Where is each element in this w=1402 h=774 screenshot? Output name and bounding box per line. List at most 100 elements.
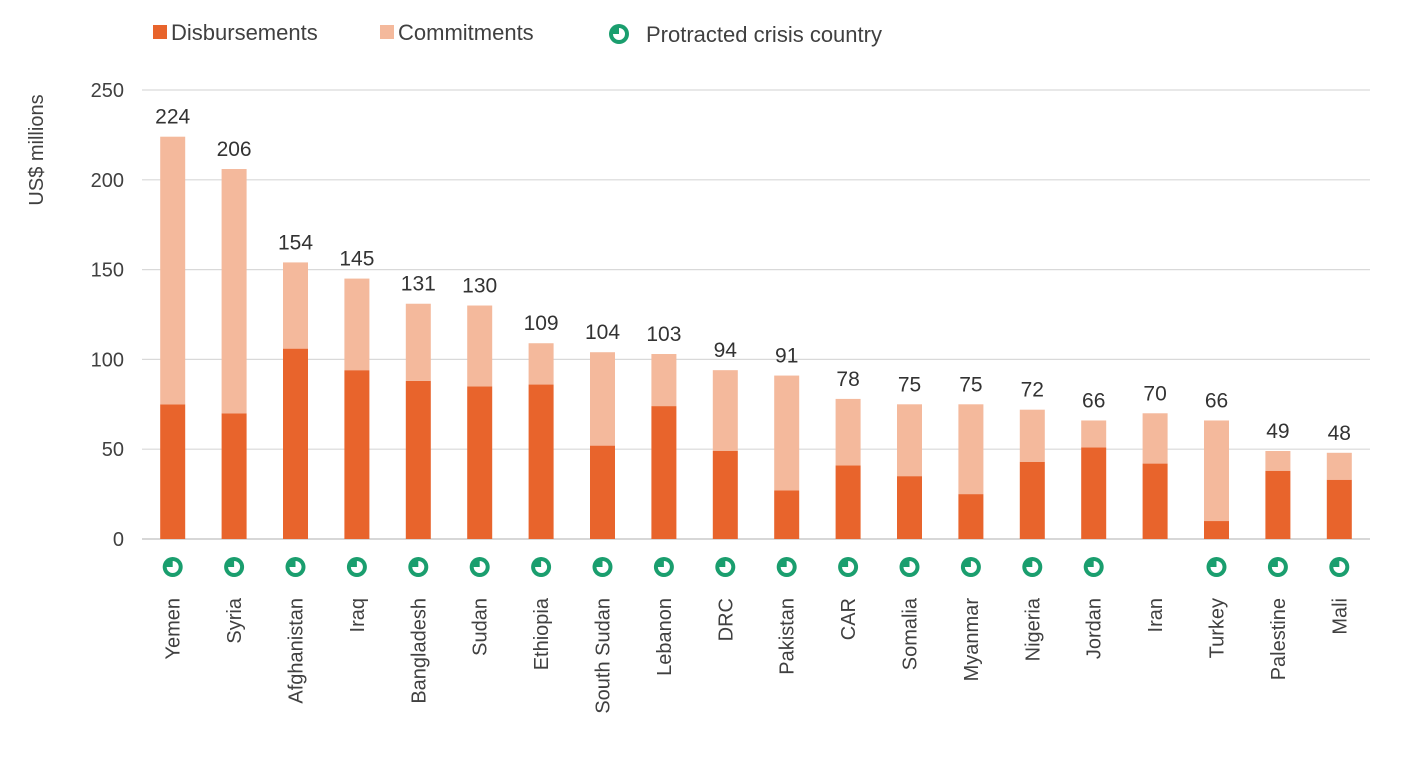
protracted-crisis-icon: [1267, 557, 1288, 577]
category-label: Pakistan: [777, 598, 799, 675]
bar-disbursements: [160, 404, 186, 539]
bar-commitments: [221, 169, 247, 414]
protracted-crisis-icon: [469, 557, 490, 577]
category-label: Yemen: [163, 598, 185, 660]
bar-disbursements: [651, 406, 677, 539]
protracted-crisis-icon: [1022, 557, 1043, 577]
value-label: 145: [339, 248, 374, 271]
bar-commitments: [590, 352, 615, 446]
bar-disbursements: [528, 384, 554, 539]
bar-disbursements: [835, 465, 861, 539]
value-label: 154: [278, 231, 313, 254]
bar-commitments: [1142, 413, 1168, 464]
category-label: Iraq: [347, 598, 369, 632]
bar-disbursements: [1081, 447, 1107, 539]
bar-commitments: [528, 343, 554, 385]
bar-commitments: [897, 404, 922, 477]
bar-commitments: [835, 398, 861, 466]
bar-commitments: [467, 305, 493, 387]
category-label: CAR: [838, 598, 860, 640]
bar-commitments: [344, 278, 370, 371]
value-label: 66: [1205, 389, 1228, 412]
crisis-icons: [162, 557, 1350, 577]
protracted-crisis-icon: [408, 557, 429, 577]
value-label: 131: [401, 273, 436, 296]
y-axis-label: US$ millions: [26, 94, 48, 205]
y-tick-label: 200: [91, 170, 124, 192]
bar-disbursements: [467, 386, 493, 539]
category-label: Mali: [1329, 598, 1351, 635]
bar-disbursements: [1019, 461, 1045, 539]
bar-disbursements: [958, 494, 984, 539]
value-label: 109: [524, 312, 559, 335]
bar-disbursements: [712, 450, 738, 539]
bar-commitments: [160, 136, 186, 405]
bar-commitments: [712, 370, 738, 451]
legend: Disbursements Commitments Protracted cri…: [153, 20, 882, 47]
protracted-crisis-icon: [609, 24, 629, 44]
bar-disbursements: [221, 413, 247, 539]
value-label: 48: [1328, 422, 1351, 445]
category-label: Lebanon: [654, 598, 676, 676]
category-label: Sudan: [470, 598, 492, 656]
bar-disbursements: [344, 370, 370, 539]
protracted-crisis-icon: [224, 557, 245, 577]
value-label: 206: [217, 138, 252, 161]
value-labels: 224 206 154 145 131 130 109 104 103 94 91 78 75 75 72 6…: [155, 106, 1351, 445]
legend-label-commitments: Commitments: [398, 20, 534, 45]
bar-commitments: [1204, 420, 1229, 522]
protracted-crisis-icon: [285, 557, 306, 577]
value-label: 130: [462, 275, 497, 298]
category-label: Jordan: [1084, 598, 1106, 659]
bar-commitments: [1265, 450, 1291, 471]
bar-commitments: [1019, 409, 1045, 462]
bar-disbursements: [774, 490, 800, 539]
protracted-crisis-icon: [531, 557, 552, 577]
protracted-crisis-icon: [1329, 557, 1350, 577]
bar-commitments: [1081, 420, 1107, 448]
category-label: Nigeria: [1022, 597, 1044, 661]
category-label: Myanmar: [961, 598, 983, 682]
value-label: 75: [959, 373, 982, 396]
bar-commitments: [1326, 452, 1352, 480]
category-label: Palestine: [1268, 598, 1290, 680]
value-label: 94: [714, 339, 738, 362]
value-label: 66: [1082, 389, 1105, 412]
value-label: 75: [898, 373, 921, 396]
value-label: 49: [1266, 420, 1289, 443]
category-label: Syria: [224, 597, 246, 643]
legend-swatch-disbursements: [153, 25, 167, 39]
value-label: 103: [646, 323, 681, 346]
legend-swatch-commitments: [380, 25, 394, 39]
protracted-crisis-icon: [960, 557, 981, 577]
protracted-crisis-icon: [1206, 557, 1227, 577]
bar-disbursements: [1326, 479, 1352, 539]
bars: [160, 136, 1352, 539]
bar-disbursements: [1142, 463, 1168, 539]
gridlines: [142, 89, 1370, 540]
protracted-crisis-icon: [838, 557, 859, 577]
value-label: 78: [836, 368, 859, 391]
protracted-crisis-icon: [653, 557, 674, 577]
value-label: 72: [1021, 379, 1044, 402]
bar-commitments: [651, 354, 677, 407]
y-axis-ticks: 0 50 100 150 200 250: [91, 80, 124, 551]
category-label: Somalia: [900, 597, 922, 670]
protracted-crisis-icon: [592, 557, 613, 577]
category-label: Turkey: [1207, 598, 1229, 658]
category-label: Ethiopia: [531, 597, 553, 670]
category-labels: Yemen Syria Afghanistan Iraq Bangladesh Sudan…: [163, 597, 1352, 714]
protracted-crisis-icon: [1083, 557, 1104, 577]
bar-disbursements: [405, 380, 431, 539]
category-label: South Sudan: [593, 598, 615, 714]
y-tick-label: 100: [91, 349, 124, 371]
bar-commitments: [958, 404, 984, 495]
protracted-crisis-icon: [162, 557, 183, 577]
bar-commitments: [774, 375, 800, 491]
bar-disbursements: [590, 445, 615, 539]
value-label: 91: [775, 345, 798, 368]
value-label: 70: [1143, 382, 1166, 405]
category-label: DRC: [715, 598, 737, 641]
bar-commitments: [283, 262, 308, 349]
